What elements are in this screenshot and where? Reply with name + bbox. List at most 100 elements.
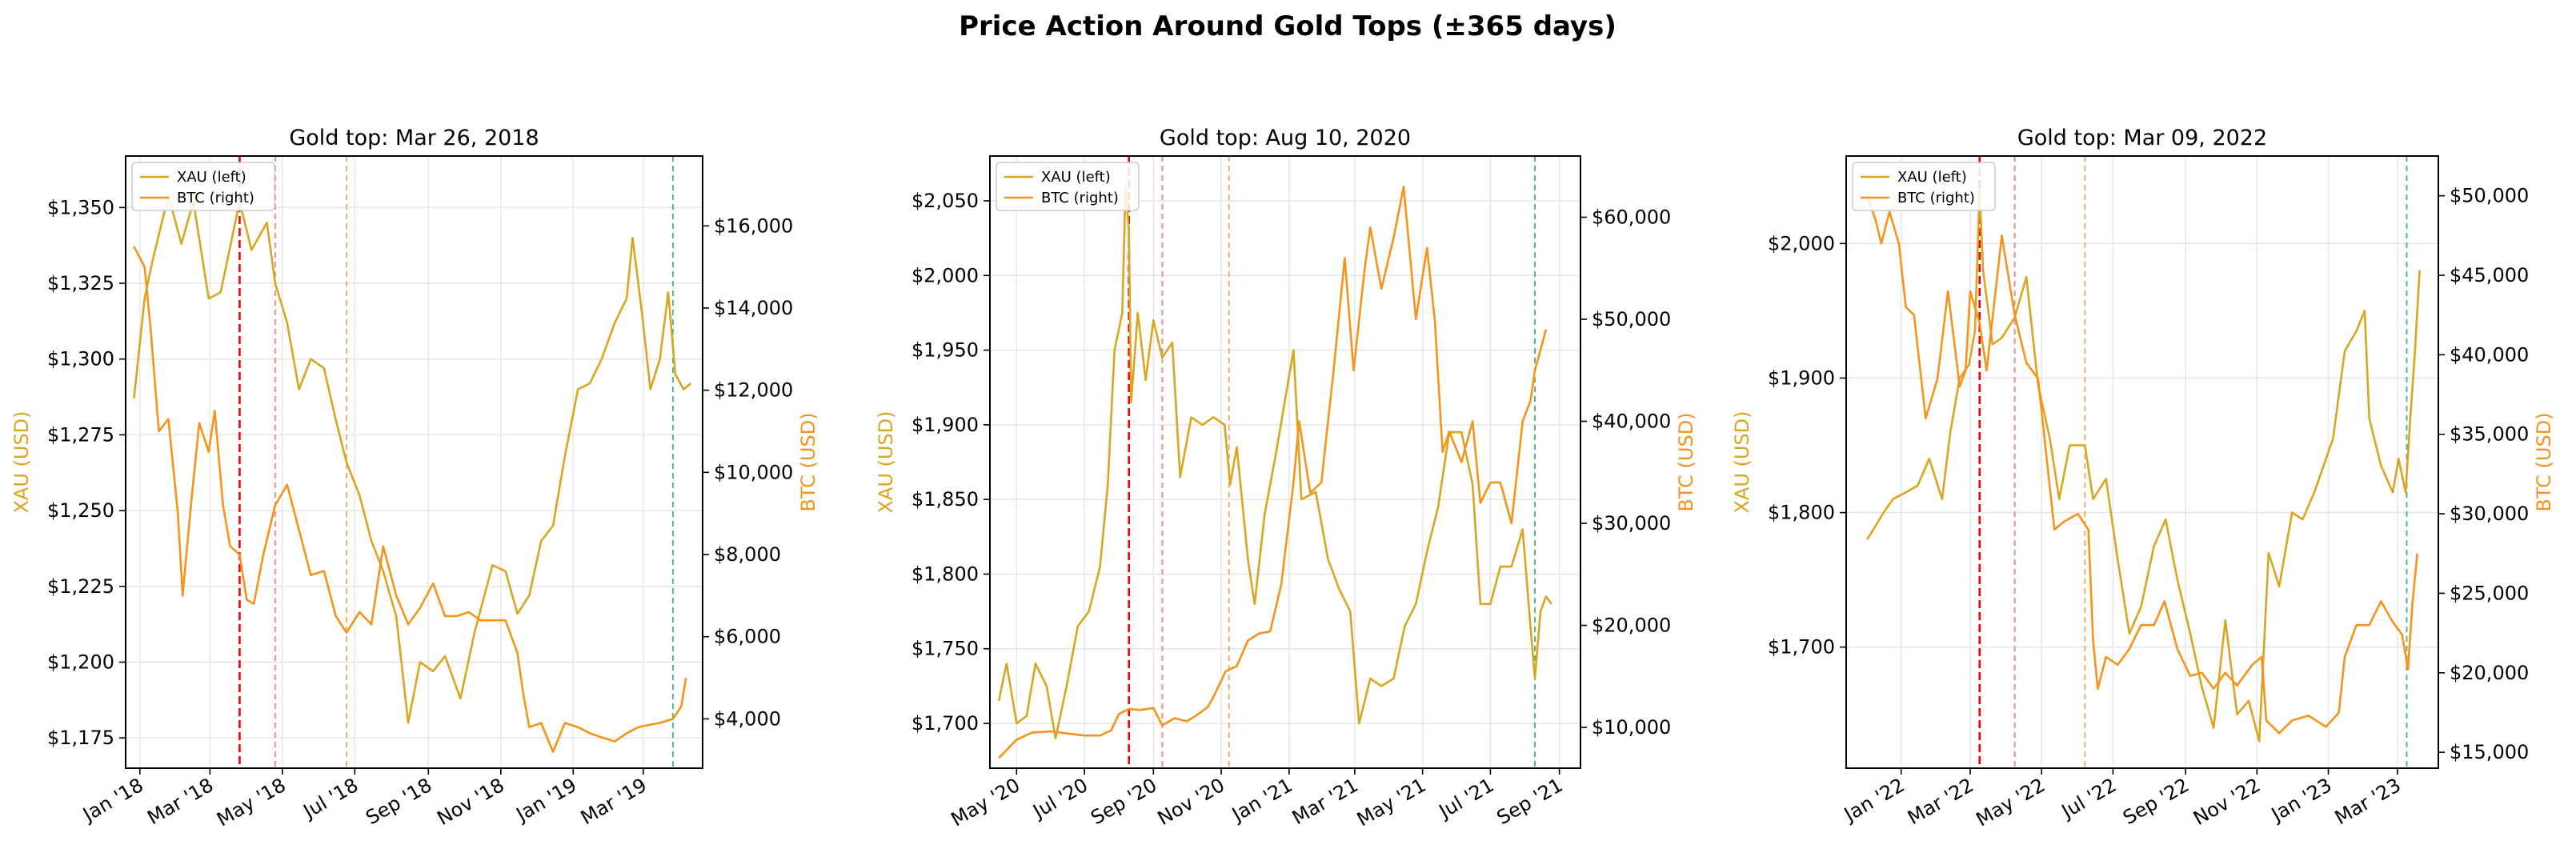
xau-line bbox=[133, 194, 692, 724]
ytick-left-label: $1,250 bbox=[47, 499, 114, 522]
btc-line bbox=[133, 246, 687, 753]
xtick-label: Nov '20 bbox=[1154, 774, 1228, 830]
ytick-right-label: $15,000 bbox=[2450, 741, 2529, 763]
ytick-left-label: $2,000 bbox=[1768, 232, 1835, 254]
legend-label: XAU (left) bbox=[177, 169, 246, 186]
xtick-label: Jan '23 bbox=[2266, 774, 2336, 827]
xtick-label: Sep '20 bbox=[1087, 774, 1160, 829]
grid bbox=[1846, 156, 2438, 768]
ytick-left-label: $1,175 bbox=[47, 727, 114, 749]
ytick-left-label: $1,700 bbox=[1768, 636, 1835, 659]
xtick-label: Jan '19 bbox=[511, 774, 581, 827]
ytick-right-label: $50,000 bbox=[2450, 185, 2529, 207]
ytick-left-label: $1,275 bbox=[47, 423, 114, 446]
ytick-left-label: $1,300 bbox=[47, 348, 114, 370]
ytick-left-label: $1,800 bbox=[911, 563, 979, 585]
panel-2: $1,700 $1,750 $1,800 $1,850 $1,900 $1,950 $2,0… bbox=[875, 126, 1697, 831]
ytick-right-label: $8,000 bbox=[714, 543, 781, 566]
ytick-right-label: $35,000 bbox=[2450, 423, 2529, 446]
xtick-label: May '22 bbox=[1972, 774, 2049, 831]
ytick-right-label: $10,000 bbox=[1592, 716, 1671, 739]
xtick-label: Mar '22 bbox=[1904, 774, 1977, 829]
ylabel-right: BTC (USD) bbox=[1675, 412, 1697, 511]
ytick-right-label: $20,000 bbox=[1592, 615, 1671, 637]
plot-frame bbox=[989, 155, 1581, 769]
series-group bbox=[1866, 188, 2421, 743]
xtick-label: Jan '18 bbox=[78, 774, 147, 827]
ytick-right-label: $6,000 bbox=[714, 626, 781, 648]
xau-line bbox=[997, 185, 1552, 740]
xtick-label: Mar '21 bbox=[1288, 774, 1362, 829]
grid bbox=[126, 156, 703, 768]
panel-title: Gold top: Aug 10, 2020 bbox=[1160, 126, 1411, 150]
ylabel-right: BTC (USD) bbox=[2533, 412, 2555, 511]
ytick-right-label: $25,000 bbox=[2450, 582, 2529, 604]
ytick-left-label: $1,225 bbox=[47, 575, 114, 598]
ytick-right-label: $60,000 bbox=[1592, 206, 1671, 229]
xtick-label: Sep '18 bbox=[362, 774, 435, 829]
series-group bbox=[133, 194, 692, 753]
legend-label: BTC (right) bbox=[1041, 190, 1119, 206]
plot-frame bbox=[1845, 155, 2439, 769]
xtick-label: Sep '21 bbox=[1493, 774, 1567, 829]
ytick-left-label: $1,950 bbox=[911, 339, 979, 362]
legend: XAU (left) BTC (right) bbox=[1852, 162, 1996, 211]
xtick-label: Jan '22 bbox=[1839, 774, 1909, 827]
panel-3: $1,700 $1,800 $1,900 $2,000 $15,000 $20,000 $2… bbox=[1731, 126, 2555, 831]
xtick-label: Mar '23 bbox=[2331, 774, 2405, 829]
ytick-left-label: $1,350 bbox=[47, 196, 114, 218]
ytick-right-label: $30,000 bbox=[2450, 503, 2529, 525]
legend-label: XAU (left) bbox=[1041, 169, 1111, 186]
ytick-right-label: $30,000 bbox=[1592, 512, 1671, 535]
xtick-label: Mar '19 bbox=[577, 774, 651, 829]
btc-line bbox=[998, 186, 1548, 759]
ylabel-left: XAU (USD) bbox=[10, 410, 33, 513]
ytick-right-label: $12,000 bbox=[714, 379, 793, 402]
ylabel-left: XAU (USD) bbox=[1731, 410, 1753, 513]
xtick-label: May '20 bbox=[947, 774, 1024, 831]
ytick-left-label: $2,050 bbox=[911, 190, 979, 212]
xau-line bbox=[1866, 188, 2421, 743]
xtick-label: Nov '18 bbox=[433, 774, 507, 830]
grid bbox=[990, 156, 1580, 768]
xtick-label: Jul '20 bbox=[1028, 774, 1092, 823]
ytick-left-label: $2,000 bbox=[911, 264, 979, 286]
ylabel-left: XAU (USD) bbox=[875, 410, 897, 513]
ytick-left-label: $1,900 bbox=[1768, 366, 1835, 389]
xtick-label: Nov '22 bbox=[2189, 774, 2264, 830]
ytick-right-label: $10,000 bbox=[714, 461, 793, 483]
ytick-right-label: $40,000 bbox=[1592, 410, 1671, 433]
xtick-label: Jul '18 bbox=[298, 774, 363, 823]
panel-title: Gold top: Mar 26, 2018 bbox=[289, 126, 539, 150]
legend-label: XAU (left) bbox=[1897, 169, 1967, 186]
ytick-right-label: $20,000 bbox=[2450, 662, 2529, 684]
xtick-label: Jan '21 bbox=[1227, 774, 1296, 827]
ytick-right-label: $50,000 bbox=[1592, 308, 1671, 330]
ytick-right-label: $40,000 bbox=[2450, 343, 2529, 366]
ytick-left-label: $1,850 bbox=[911, 488, 979, 511]
panel-1: $1,175 $1,200 $1,225 $1,250 $1,275 $1,300 $1,3… bbox=[10, 126, 819, 831]
xtick-label: Sep '22 bbox=[2119, 774, 2193, 829]
ytick-right-label: $14,000 bbox=[714, 297, 793, 319]
plot-frame bbox=[125, 155, 703, 769]
panel-title: Gold top: Mar 09, 2022 bbox=[2017, 126, 2267, 150]
legend: XAU (left) BTC (right) bbox=[131, 162, 275, 211]
ytick-right-label: $4,000 bbox=[714, 707, 781, 730]
ylabel-right: BTC (USD) bbox=[797, 412, 819, 511]
ytick-left-label: $1,700 bbox=[911, 712, 979, 735]
xtick-label: May '21 bbox=[1353, 774, 1430, 831]
xtick-label: Mar '18 bbox=[143, 774, 217, 829]
xtick-label: Jul '21 bbox=[1434, 774, 1498, 823]
ytick-right-label: $45,000 bbox=[2450, 264, 2529, 286]
ytick-left-label: $1,800 bbox=[1768, 502, 1835, 524]
ytick-right-label: $16,000 bbox=[714, 214, 793, 237]
legend-label: BTC (right) bbox=[1897, 190, 1975, 206]
legend: XAU (left) BTC (right) bbox=[996, 162, 1140, 211]
ytick-left-label: $1,750 bbox=[911, 638, 979, 660]
ytick-left-label: $1,325 bbox=[47, 272, 114, 294]
btc-line bbox=[1866, 195, 2418, 735]
ytick-left-label: $1,200 bbox=[47, 651, 114, 673]
xtick-label: Jul '22 bbox=[2057, 774, 2121, 823]
